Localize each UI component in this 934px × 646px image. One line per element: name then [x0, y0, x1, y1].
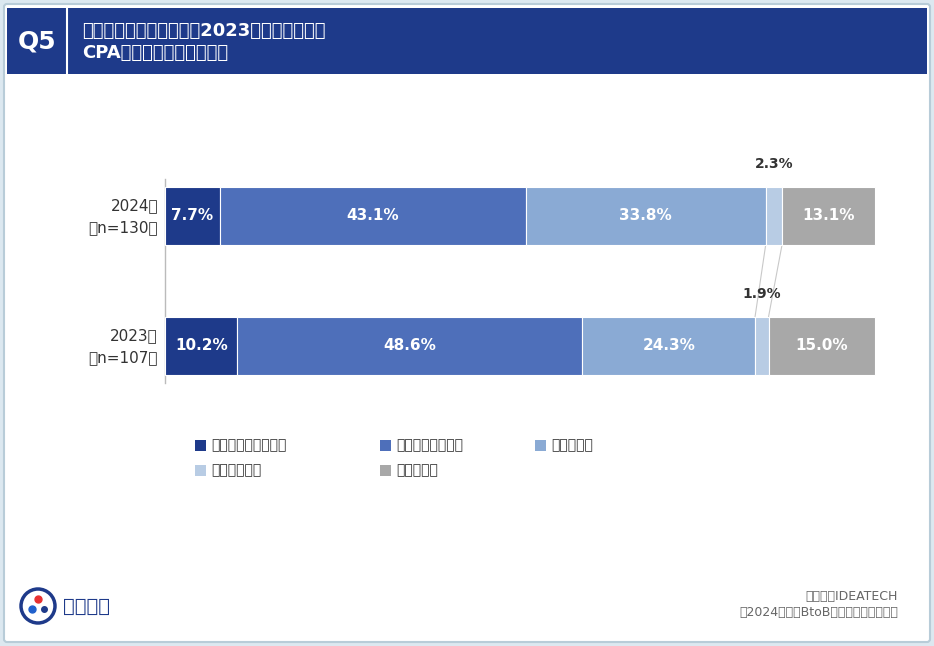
Text: 13.1%: 13.1% [802, 209, 855, 224]
Bar [7, 8, 67, 74]
Bar [535, 440, 546, 451]
Text: 1.9%: 1.9% [743, 287, 781, 301]
Text: CPAは上がっていますか。: CPAは上がっていますか。 [82, 44, 228, 62]
Bar [219, 187, 526, 245]
Text: 大幅に上昇している: 大幅に上昇している [211, 438, 287, 452]
Text: 変わらない: 変わらない [551, 438, 593, 452]
Bar [67, 8, 927, 74]
Bar [755, 317, 769, 375]
Bar [526, 187, 766, 245]
Text: 株式会社IDEATECH: 株式会社IDEATECH [806, 590, 898, 603]
Text: 7.7%: 7.7% [171, 209, 213, 224]
Text: Q5: Q5 [18, 29, 56, 53]
Bar [380, 465, 391, 476]
Bar [195, 440, 206, 451]
Text: （n=130）: （n=130） [89, 220, 158, 236]
Text: 48.6%: 48.6% [384, 339, 436, 353]
Text: 下がっている: 下がっている [211, 463, 262, 477]
Bar [782, 187, 875, 245]
Text: 33.8%: 33.8% [619, 209, 672, 224]
Text: 2024年: 2024年 [110, 198, 158, 213]
Text: （n=107）: （n=107） [89, 351, 158, 366]
Text: 2023年: 2023年 [110, 329, 158, 344]
Text: 【2024年版】BtoB広告施策の定点調査: 【2024年版】BtoB広告施策の定点調査 [739, 605, 898, 618]
Text: 2.3%: 2.3% [755, 157, 793, 171]
Text: リサピー: リサピー [63, 596, 110, 616]
Bar [583, 317, 755, 375]
Bar [380, 440, 391, 451]
Text: 24.3%: 24.3% [643, 339, 695, 353]
FancyBboxPatch shape [4, 4, 930, 642]
Text: やや上昇している: やや上昇している [396, 438, 463, 452]
Bar [237, 317, 583, 375]
Text: 15.0%: 15.0% [796, 339, 848, 353]
Bar [195, 465, 206, 476]
Text: 10.2%: 10.2% [175, 339, 228, 353]
Bar [769, 317, 875, 375]
Text: わからない: わからない [396, 463, 438, 477]
Text: お勤め先の広告施策では2023年と比較して、: お勤め先の広告施策では2023年と比較して、 [82, 22, 326, 40]
Bar [165, 187, 219, 245]
Text: 43.1%: 43.1% [347, 209, 399, 224]
Bar [165, 317, 237, 375]
Circle shape [21, 589, 55, 623]
Bar [766, 187, 782, 245]
